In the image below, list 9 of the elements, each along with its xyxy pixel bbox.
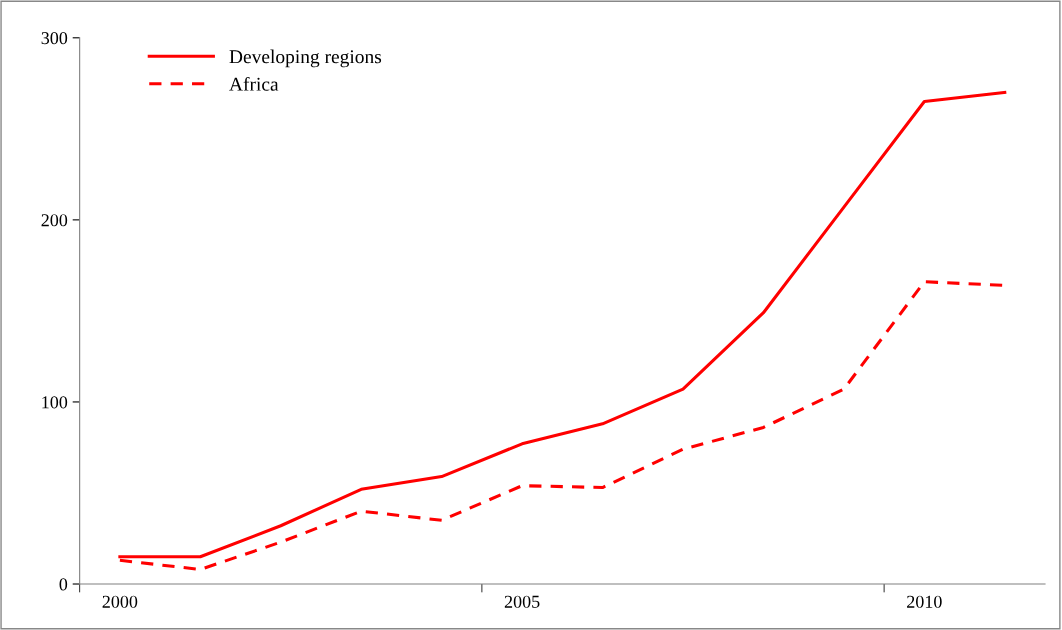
y-tick-label: 100 [42,396,68,409]
legend-label: Africa [229,76,279,91]
legend-label: Developing regions [229,49,382,68]
x-tick-label: 2005 [504,595,540,608]
x-tick-label: 2010 [907,595,942,608]
x-tick-label: 2000 [102,595,138,608]
y-tick-label: 0 [59,578,68,591]
y-tick-label: 300 [41,32,68,45]
y-tick-label: 200 [41,214,68,227]
